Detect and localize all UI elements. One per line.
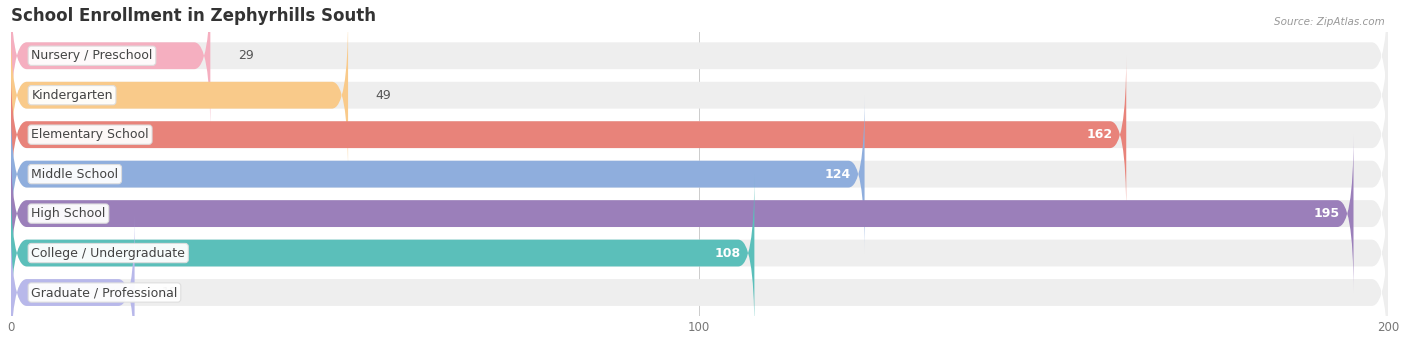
- Text: School Enrollment in Zephyrhills South: School Enrollment in Zephyrhills South: [11, 7, 375, 25]
- FancyBboxPatch shape: [11, 0, 211, 135]
- FancyBboxPatch shape: [11, 16, 1388, 174]
- Text: Elementary School: Elementary School: [31, 128, 149, 141]
- Text: 18: 18: [162, 286, 179, 299]
- Text: 195: 195: [1313, 207, 1340, 220]
- FancyBboxPatch shape: [11, 16, 349, 174]
- FancyBboxPatch shape: [11, 174, 755, 332]
- Text: 29: 29: [238, 49, 253, 62]
- FancyBboxPatch shape: [11, 213, 1388, 341]
- Text: 124: 124: [824, 168, 851, 181]
- Text: 108: 108: [714, 247, 741, 260]
- FancyBboxPatch shape: [11, 56, 1126, 213]
- FancyBboxPatch shape: [11, 56, 1388, 213]
- Text: 49: 49: [375, 89, 391, 102]
- Text: Source: ZipAtlas.com: Source: ZipAtlas.com: [1274, 17, 1385, 27]
- FancyBboxPatch shape: [11, 174, 1388, 332]
- FancyBboxPatch shape: [11, 95, 1388, 253]
- FancyBboxPatch shape: [11, 135, 1388, 293]
- FancyBboxPatch shape: [11, 213, 135, 341]
- Text: College / Undergraduate: College / Undergraduate: [31, 247, 186, 260]
- Text: 162: 162: [1087, 128, 1112, 141]
- Text: Graduate / Professional: Graduate / Professional: [31, 286, 177, 299]
- FancyBboxPatch shape: [11, 135, 1354, 293]
- Text: Kindergarten: Kindergarten: [31, 89, 112, 102]
- Text: Middle School: Middle School: [31, 168, 118, 181]
- Text: Nursery / Preschool: Nursery / Preschool: [31, 49, 153, 62]
- FancyBboxPatch shape: [11, 0, 1388, 135]
- FancyBboxPatch shape: [11, 95, 865, 253]
- Text: High School: High School: [31, 207, 105, 220]
